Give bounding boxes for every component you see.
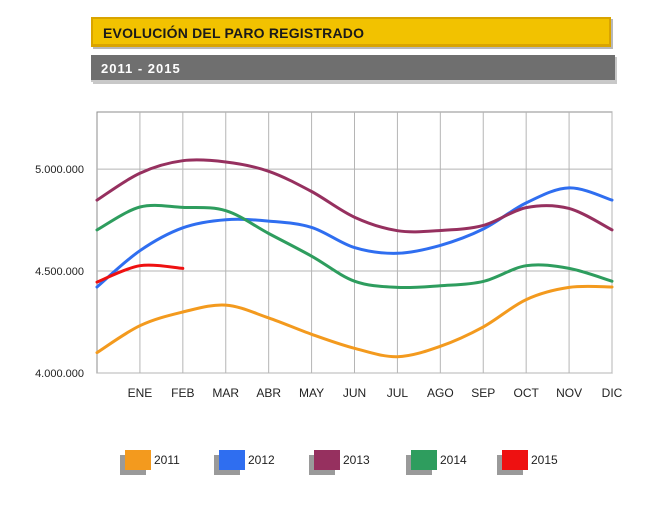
legend-label: 2013 (343, 453, 370, 467)
x-tick-label: JUL (387, 386, 409, 400)
title-banner: EVOLUCIÓN DEL PARO REGISTRADO (91, 17, 611, 47)
x-tick-label: JUN (343, 386, 366, 400)
legend-label: 2015 (531, 453, 558, 467)
x-tick-label: AGO (427, 386, 454, 400)
x-tick-label: ENE (128, 386, 153, 400)
series-line-2014 (95, 203, 614, 290)
subtitle-banner: 2011 - 2015 (91, 55, 615, 82)
legend-swatch (502, 450, 528, 470)
legend-label: 2014 (440, 453, 467, 467)
x-tick-label: OCT (513, 386, 539, 400)
x-tick-label: SEP (471, 386, 495, 400)
x-tick-label: MAY (299, 386, 324, 400)
legend-swatch (411, 450, 437, 470)
x-tick-label: MAR (212, 386, 239, 400)
series-line-2011 (95, 284, 614, 359)
x-tick-label: FEB (171, 386, 194, 400)
x-tick-label: NOV (556, 386, 582, 400)
series-line-2015 (95, 263, 185, 284)
legend-swatch (219, 450, 245, 470)
y-tick-label: 4.000.000 (35, 368, 84, 380)
y-tick-label: 4.500.000 (35, 266, 84, 278)
legend-label: 2011 (154, 453, 180, 467)
chart-subtitle: 2011 - 2015 (101, 61, 181, 76)
y-tick-label: 5.000.000 (35, 164, 84, 176)
series-line-2013 (95, 158, 614, 234)
legend-swatch (314, 450, 340, 470)
x-tick-label: DIC (602, 386, 623, 400)
x-tick-label: ABR (256, 386, 281, 400)
series-line-2012 (95, 186, 614, 289)
chart-title: EVOLUCIÓN DEL PARO REGISTRADO (103, 25, 365, 41)
legend-swatch (125, 450, 151, 470)
legend-label: 2012 (248, 453, 275, 467)
